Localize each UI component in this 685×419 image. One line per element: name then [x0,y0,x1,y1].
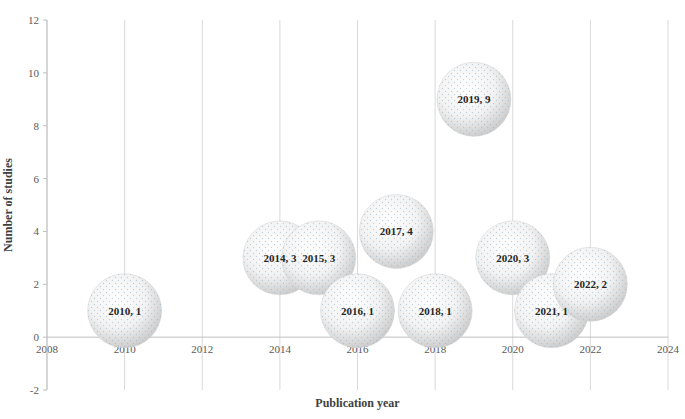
data-label: 2017, 4 [380,225,414,237]
bubble [398,274,472,348]
grid-line [279,20,280,390]
bubble [321,274,395,348]
x-tick-label: 2024 [657,343,680,355]
bubble-texture [437,62,511,136]
data-label: 2020, 3 [496,252,530,264]
data-label: 2014, 3 [263,252,297,264]
y-tick [43,284,47,285]
grid-line [590,20,591,390]
x-axis-title: Publication year [315,396,400,410]
y-axis-title: Number of studies [1,158,15,252]
bubble-texture [398,274,472,348]
y-tick [43,337,47,338]
y-tick [43,178,47,179]
grid-line [512,20,513,390]
y-tick [43,72,47,73]
x-tick-label: 2020 [502,343,525,355]
x-tick-label: 2012 [191,343,213,355]
bubbles [88,62,628,347]
y-tick-label: -2 [30,384,39,396]
y-tick-label: 0 [34,331,40,343]
y-tick-label: 2 [34,278,40,290]
grid-line [202,20,203,390]
data-label: 2015, 3 [302,252,336,264]
y-axis-line [47,20,48,390]
y-tick-label: 4 [34,225,40,237]
bubble-texture [321,274,395,348]
y-tick [43,20,47,21]
y-tick-label: 12 [28,14,39,26]
data-label: 2010, 1 [108,305,141,317]
x-tick-label: 2014 [269,343,292,355]
grid-line [47,20,48,390]
bubble [88,274,162,348]
chart-container: 200820102012201420162018202020222024-202… [0,0,685,419]
y-tick-label: 8 [34,120,40,132]
y-tick [43,125,47,126]
grid-line [668,20,669,390]
data-label: 2019, 9 [457,93,491,105]
chart-svg: 200820102012201420162018202020222024-202… [0,0,685,419]
x-tick-label: 2022 [579,343,601,355]
bubble-texture [359,194,433,268]
data-label: 2018, 1 [419,305,452,317]
y-tick-label: 10 [28,67,40,79]
bubble-texture [88,274,162,348]
data-label: 2022, 2 [574,278,608,290]
bubble [359,194,433,268]
data-label: 2021, 1 [535,305,568,317]
y-tick [43,231,47,232]
bubble [437,62,511,136]
y-tick-label: 6 [34,173,40,185]
y-tick [43,390,47,391]
data-label: 2016, 1 [341,305,374,317]
